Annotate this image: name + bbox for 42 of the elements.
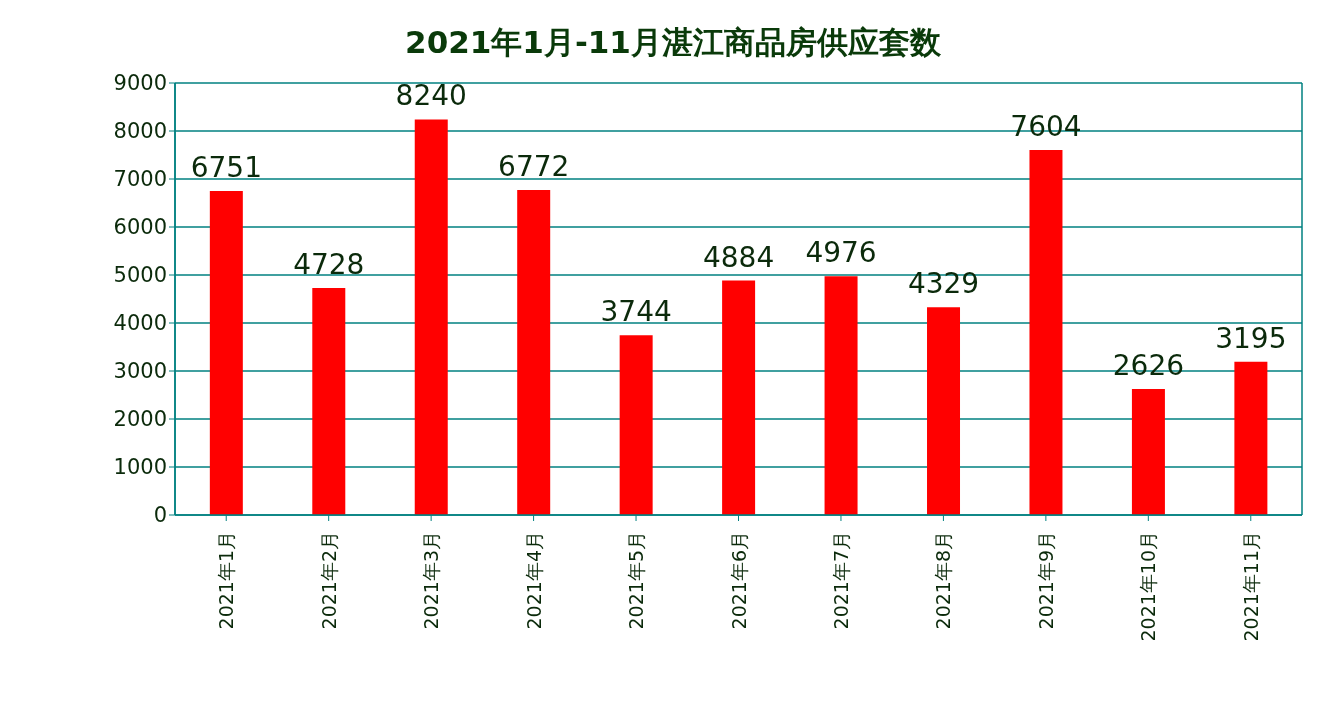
bar bbox=[517, 189, 551, 515]
x-tick-label: 2021年4月 bbox=[522, 531, 545, 630]
y-tick-label: 9000 bbox=[113, 71, 167, 96]
y-tick-label: 7000 bbox=[113, 167, 167, 192]
bar bbox=[312, 288, 346, 515]
x-tick-label: 2021年10月 bbox=[1137, 531, 1160, 642]
x-tick-label: 2021年2月 bbox=[317, 531, 340, 630]
bar bbox=[824, 276, 858, 515]
bar bbox=[1234, 361, 1268, 515]
x-tick-label: 2021年9月 bbox=[1034, 531, 1057, 630]
y-tick-label: 4000 bbox=[113, 311, 167, 336]
data-label: 4884 bbox=[702, 240, 775, 274]
x-tick-label: 2021年1月 bbox=[215, 531, 238, 630]
x-tick-label: 2021年7月 bbox=[829, 531, 852, 630]
x-tick-label: 2021年6月 bbox=[727, 531, 750, 630]
bar bbox=[722, 280, 756, 515]
bar bbox=[209, 190, 243, 515]
bar bbox=[1131, 388, 1165, 515]
y-tick-label: 2000 bbox=[113, 407, 167, 432]
data-label: 3744 bbox=[600, 295, 672, 329]
bar bbox=[619, 335, 653, 515]
data-label: 4728 bbox=[293, 248, 365, 282]
y-tick-label: 6000 bbox=[113, 215, 167, 240]
bar bbox=[1029, 150, 1063, 515]
bar bbox=[927, 307, 961, 515]
data-label: 6772 bbox=[498, 149, 570, 183]
data-label: 3195 bbox=[1215, 321, 1287, 355]
y-tick-label: 0 bbox=[153, 503, 167, 528]
data-label: 4329 bbox=[907, 267, 980, 301]
x-tick-label: 2021年11月 bbox=[1239, 531, 1262, 642]
y-tick-label: 5000 bbox=[113, 263, 167, 288]
chart-title: 2021年1月-11月湛江商品房供应套数 bbox=[404, 23, 942, 62]
x-tick-label: 2021年3月 bbox=[420, 531, 443, 630]
data-label: 4976 bbox=[805, 236, 877, 270]
y-tick-label: 8000 bbox=[113, 119, 167, 144]
bar bbox=[414, 119, 448, 515]
y-tick-label: 3000 bbox=[113, 359, 167, 384]
data-label: 8240 bbox=[395, 79, 467, 113]
x-tick-label: 2021年8月 bbox=[932, 531, 955, 630]
y-tick-label: 1000 bbox=[113, 455, 167, 480]
data-label: 6751 bbox=[190, 150, 262, 184]
x-tick-label: 2021年5月 bbox=[625, 531, 648, 630]
